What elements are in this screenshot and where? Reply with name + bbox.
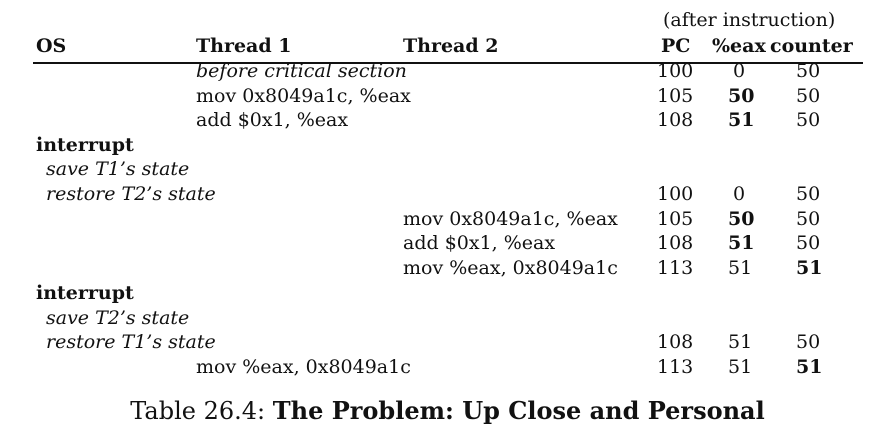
row-10-os: save T2’s state <box>46 307 190 329</box>
row-1-eax: 50 <box>728 85 755 107</box>
row-5-counter: 50 <box>796 183 821 205</box>
row-0-thread1: before critical section <box>196 60 407 82</box>
header-eax: %eax <box>712 35 766 57</box>
row-7-pc: 108 <box>657 232 694 254</box>
header-thread2: Thread 2 <box>403 35 499 57</box>
row-6-pc: 105 <box>657 208 694 230</box>
row-12-counter: 51 <box>796 356 823 378</box>
row-12-thread1: mov %eax, 0x8049a1c <box>196 356 411 378</box>
row-0-counter: 50 <box>796 60 821 82</box>
row-8-thread2: mov %eax, 0x8049a1c <box>403 257 618 279</box>
row-2-thread1: add $0x1, %eax <box>196 109 349 131</box>
row-3-os: interrupt <box>36 134 134 156</box>
row-2-counter: 50 <box>796 109 821 131</box>
row-5-pc: 100 <box>657 183 694 205</box>
header-pc: PC <box>661 35 691 57</box>
table-caption: Table 26.4: The Problem: Up Close and Pe… <box>0 396 895 426</box>
row-1-counter: 50 <box>796 85 821 107</box>
row-12-pc: 113 <box>657 356 694 378</box>
row-6-counter: 50 <box>796 208 821 230</box>
header-os: OS <box>36 35 67 57</box>
header-rule <box>33 62 863 64</box>
row-1-thread1: mov 0x8049a1c, %eax <box>196 85 411 107</box>
row-7-eax: 51 <box>728 232 755 254</box>
caption-label: Table 26.4: <box>130 397 266 425</box>
caption-title: The Problem: Up Close and Personal <box>272 396 765 425</box>
row-5-os: restore T2’s state <box>46 183 216 205</box>
row-11-eax: 51 <box>728 331 753 353</box>
row-11-counter: 50 <box>796 331 821 353</box>
row-1-pc: 105 <box>657 85 694 107</box>
row-0-pc: 100 <box>657 60 694 82</box>
row-5-eax: 0 <box>733 183 746 205</box>
header-thread1: Thread 1 <box>196 35 292 57</box>
row-12-eax: 51 <box>728 356 753 378</box>
row-6-eax: 50 <box>728 208 755 230</box>
row-4-os: save T1’s state <box>46 158 190 180</box>
header-after-instruction-note: (after instruction) <box>663 9 836 31</box>
row-7-thread2: add $0x1, %eax <box>403 232 556 254</box>
row-7-counter: 50 <box>796 232 821 254</box>
row-8-eax: 51 <box>728 257 753 279</box>
row-0-eax: 0 <box>733 60 746 82</box>
row-6-thread2: mov 0x8049a1c, %eax <box>403 208 618 230</box>
row-11-pc: 108 <box>657 331 694 353</box>
header-counter: counter <box>770 35 853 57</box>
row-8-counter: 51 <box>796 257 823 279</box>
row-11-os: restore T1’s state <box>46 331 216 353</box>
row-2-pc: 108 <box>657 109 694 131</box>
row-2-eax: 51 <box>728 109 755 131</box>
row-8-pc: 113 <box>657 257 694 279</box>
row-9-os: interrupt <box>36 282 134 304</box>
